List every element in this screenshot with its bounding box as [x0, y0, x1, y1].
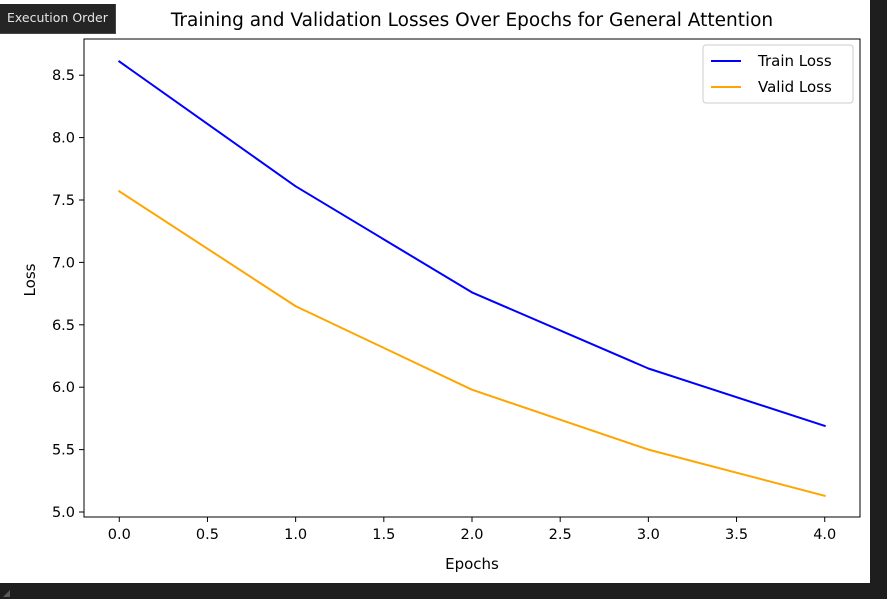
y-axis-label: Loss — [21, 263, 39, 296]
y-tick-label: 6.5 — [52, 318, 75, 334]
x-tick-label: 1.5 — [372, 527, 395, 543]
y-tick-label: 7.0 — [52, 255, 75, 271]
x-tick-label: 2.5 — [549, 527, 572, 543]
resize-grip-icon[interactable] — [3, 590, 10, 597]
series-line-train-loss — [117, 60, 826, 428]
y-tick-label: 6.0 — [52, 380, 75, 396]
series-line-valid-loss — [117, 189, 826, 498]
y-tick-label: 5.5 — [52, 443, 75, 459]
chart-title: Training and Validation Losses Over Epoc… — [170, 10, 773, 31]
chart-figure: Training and Validation Losses Over Epoc… — [0, 0, 870, 583]
x-axis-label: Epochs — [445, 555, 499, 573]
x-tick-label: 3.5 — [725, 527, 748, 543]
x-tick-label: 0.0 — [108, 527, 131, 543]
x-tick-label: 4.0 — [813, 527, 836, 543]
legend-label: Valid Loss — [758, 78, 832, 96]
y-tick-label: 8.0 — [52, 131, 75, 147]
y-tick-label: 7.5 — [52, 193, 75, 209]
loss-chart: Training and Validation Losses Over Epoc… — [21, 10, 861, 573]
x-tick-label: 1.0 — [284, 527, 307, 543]
y-tick-label: 8.5 — [52, 68, 75, 84]
legend-label: Train Loss — [757, 52, 832, 70]
legend: Train Loss Valid Loss — [702, 44, 854, 104]
plot-frame — [83, 38, 861, 518]
y-tick-label: 5.0 — [52, 505, 75, 521]
x-tick-label: 0.5 — [196, 527, 219, 543]
legend-box — [702, 44, 854, 104]
x-tick-label: 3.0 — [637, 527, 660, 543]
x-tick-label: 2.0 — [460, 527, 483, 543]
execution-order-tooltip: Execution Order — [0, 4, 116, 34]
